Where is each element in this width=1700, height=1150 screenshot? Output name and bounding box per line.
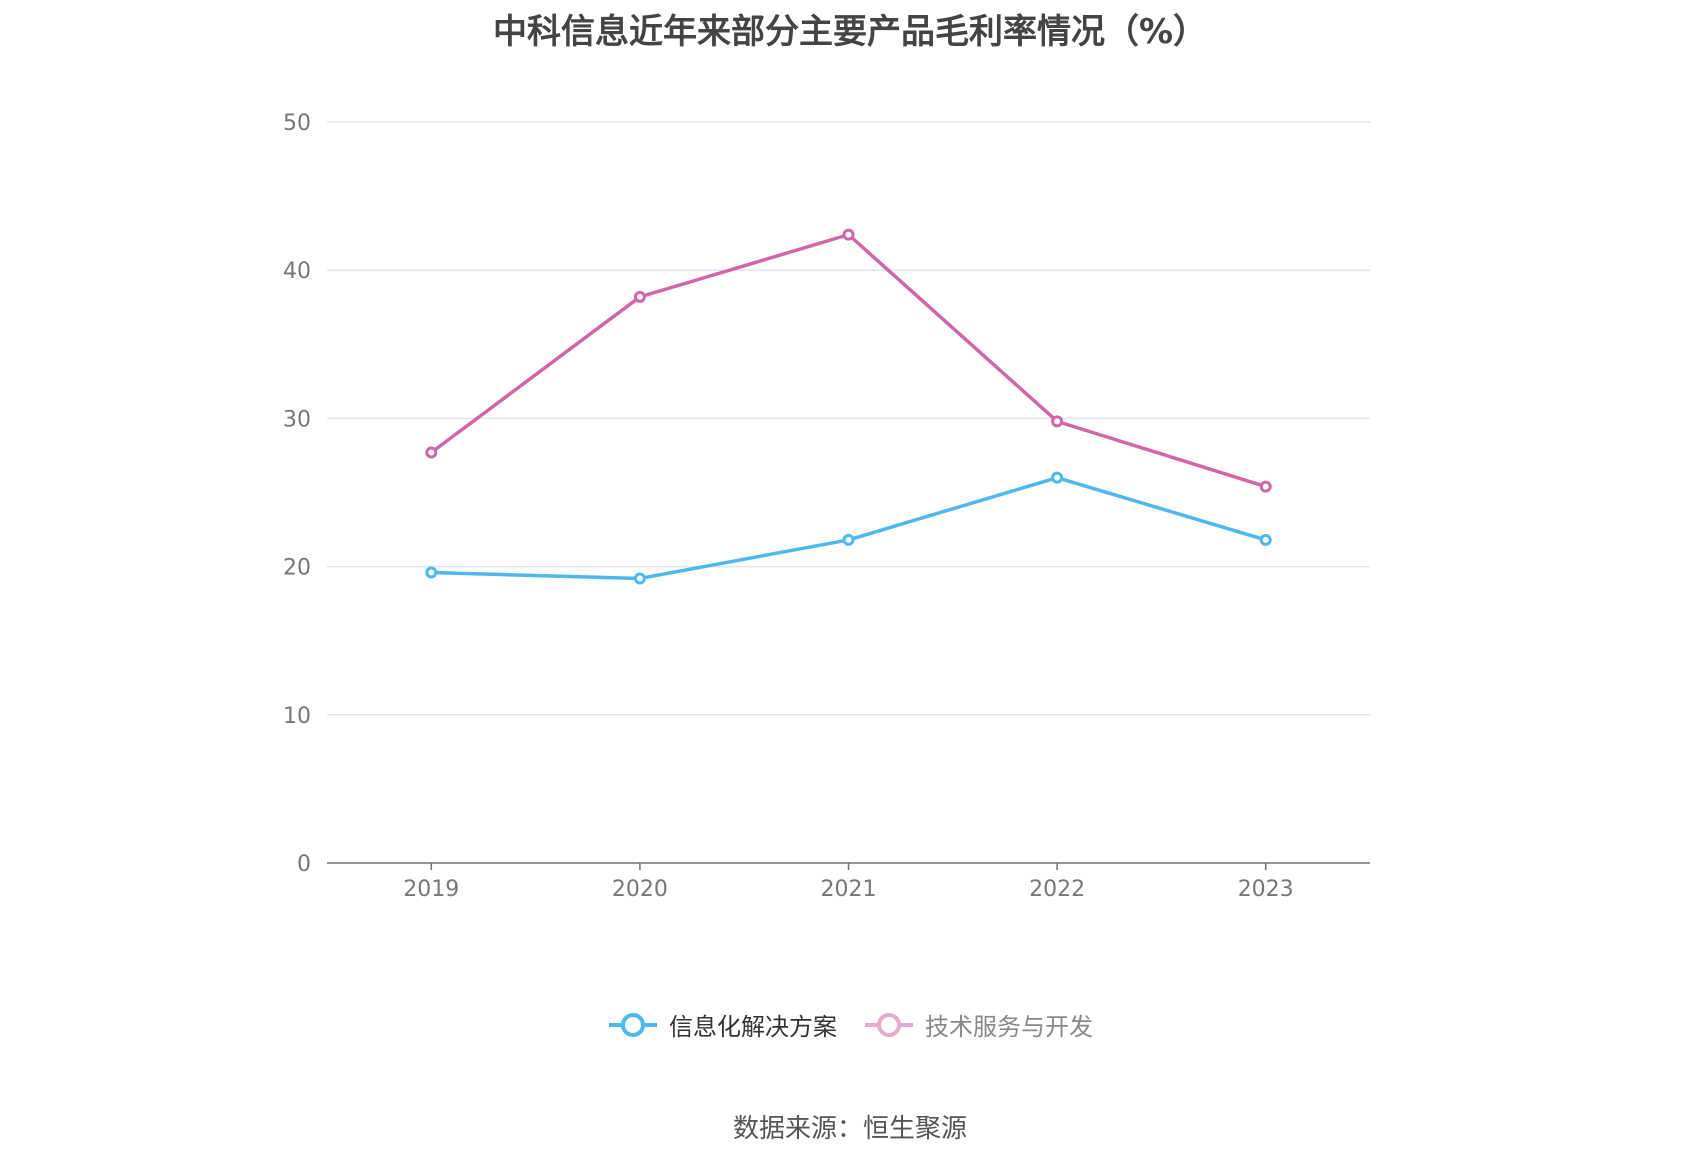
data-point[interactable] — [1051, 415, 1064, 428]
x-tick-label: 2023 — [1238, 877, 1294, 902]
legend-marker-icon — [609, 1012, 657, 1037]
data-point[interactable] — [633, 572, 646, 585]
series-lines — [430, 232, 1267, 581]
data-point[interactable] — [1051, 471, 1064, 484]
x-tick-label: 2020 — [612, 877, 668, 902]
series-points — [425, 228, 1272, 585]
chart-title: 中科信息近年来部分主要产品毛利率情况（%） — [492, 12, 1208, 52]
data-point[interactable] — [425, 446, 438, 459]
x-tick-label: 2019 — [403, 877, 459, 902]
legend-label-series-1: 信息化解决方案 — [669, 1013, 837, 1041]
legend-item-series-2[interactable]: 技术服务与开发 — [863, 1007, 1093, 1042]
data-point[interactable] — [633, 290, 646, 303]
legend: 信息化解决方案 技术服务与开发 — [0, 1007, 1700, 1042]
data-point[interactable] — [842, 228, 855, 241]
y-tick-labels: 0 10 20 30 40 50 — [283, 111, 311, 877]
data-point[interactable] — [842, 533, 855, 546]
data-point[interactable] — [425, 566, 438, 579]
y-tick-label: 50 — [283, 111, 311, 136]
data-point[interactable] — [1259, 480, 1272, 493]
x-tick-label: 2021 — [821, 877, 877, 902]
legend-label-series-2: 技术服务与开发 — [925, 1013, 1093, 1041]
legend-marker-icon — [865, 1012, 913, 1037]
series-line-2 — [430, 232, 1267, 489]
data-point[interactable] — [1259, 533, 1272, 546]
x-tick-label: 2022 — [1029, 877, 1085, 902]
x-tick-labels: 2019 2020 2021 2022 2023 — [403, 877, 1293, 902]
data-source-note: 数据来源：恒生聚源 — [732, 1114, 967, 1144]
y-tick-label: 10 — [283, 704, 311, 729]
y-tick-label: 20 — [283, 556, 311, 581]
legend-item-series-1[interactable]: 信息化解决方案 — [607, 1007, 837, 1042]
y-tick-label: 30 — [283, 407, 311, 432]
x-axis — [327, 862, 1370, 870]
series-line-1 — [431, 475, 1267, 581]
grid-lines — [327, 121, 1370, 716]
y-tick-label: 40 — [283, 259, 311, 284]
y-tick-label: 0 — [297, 852, 311, 877]
